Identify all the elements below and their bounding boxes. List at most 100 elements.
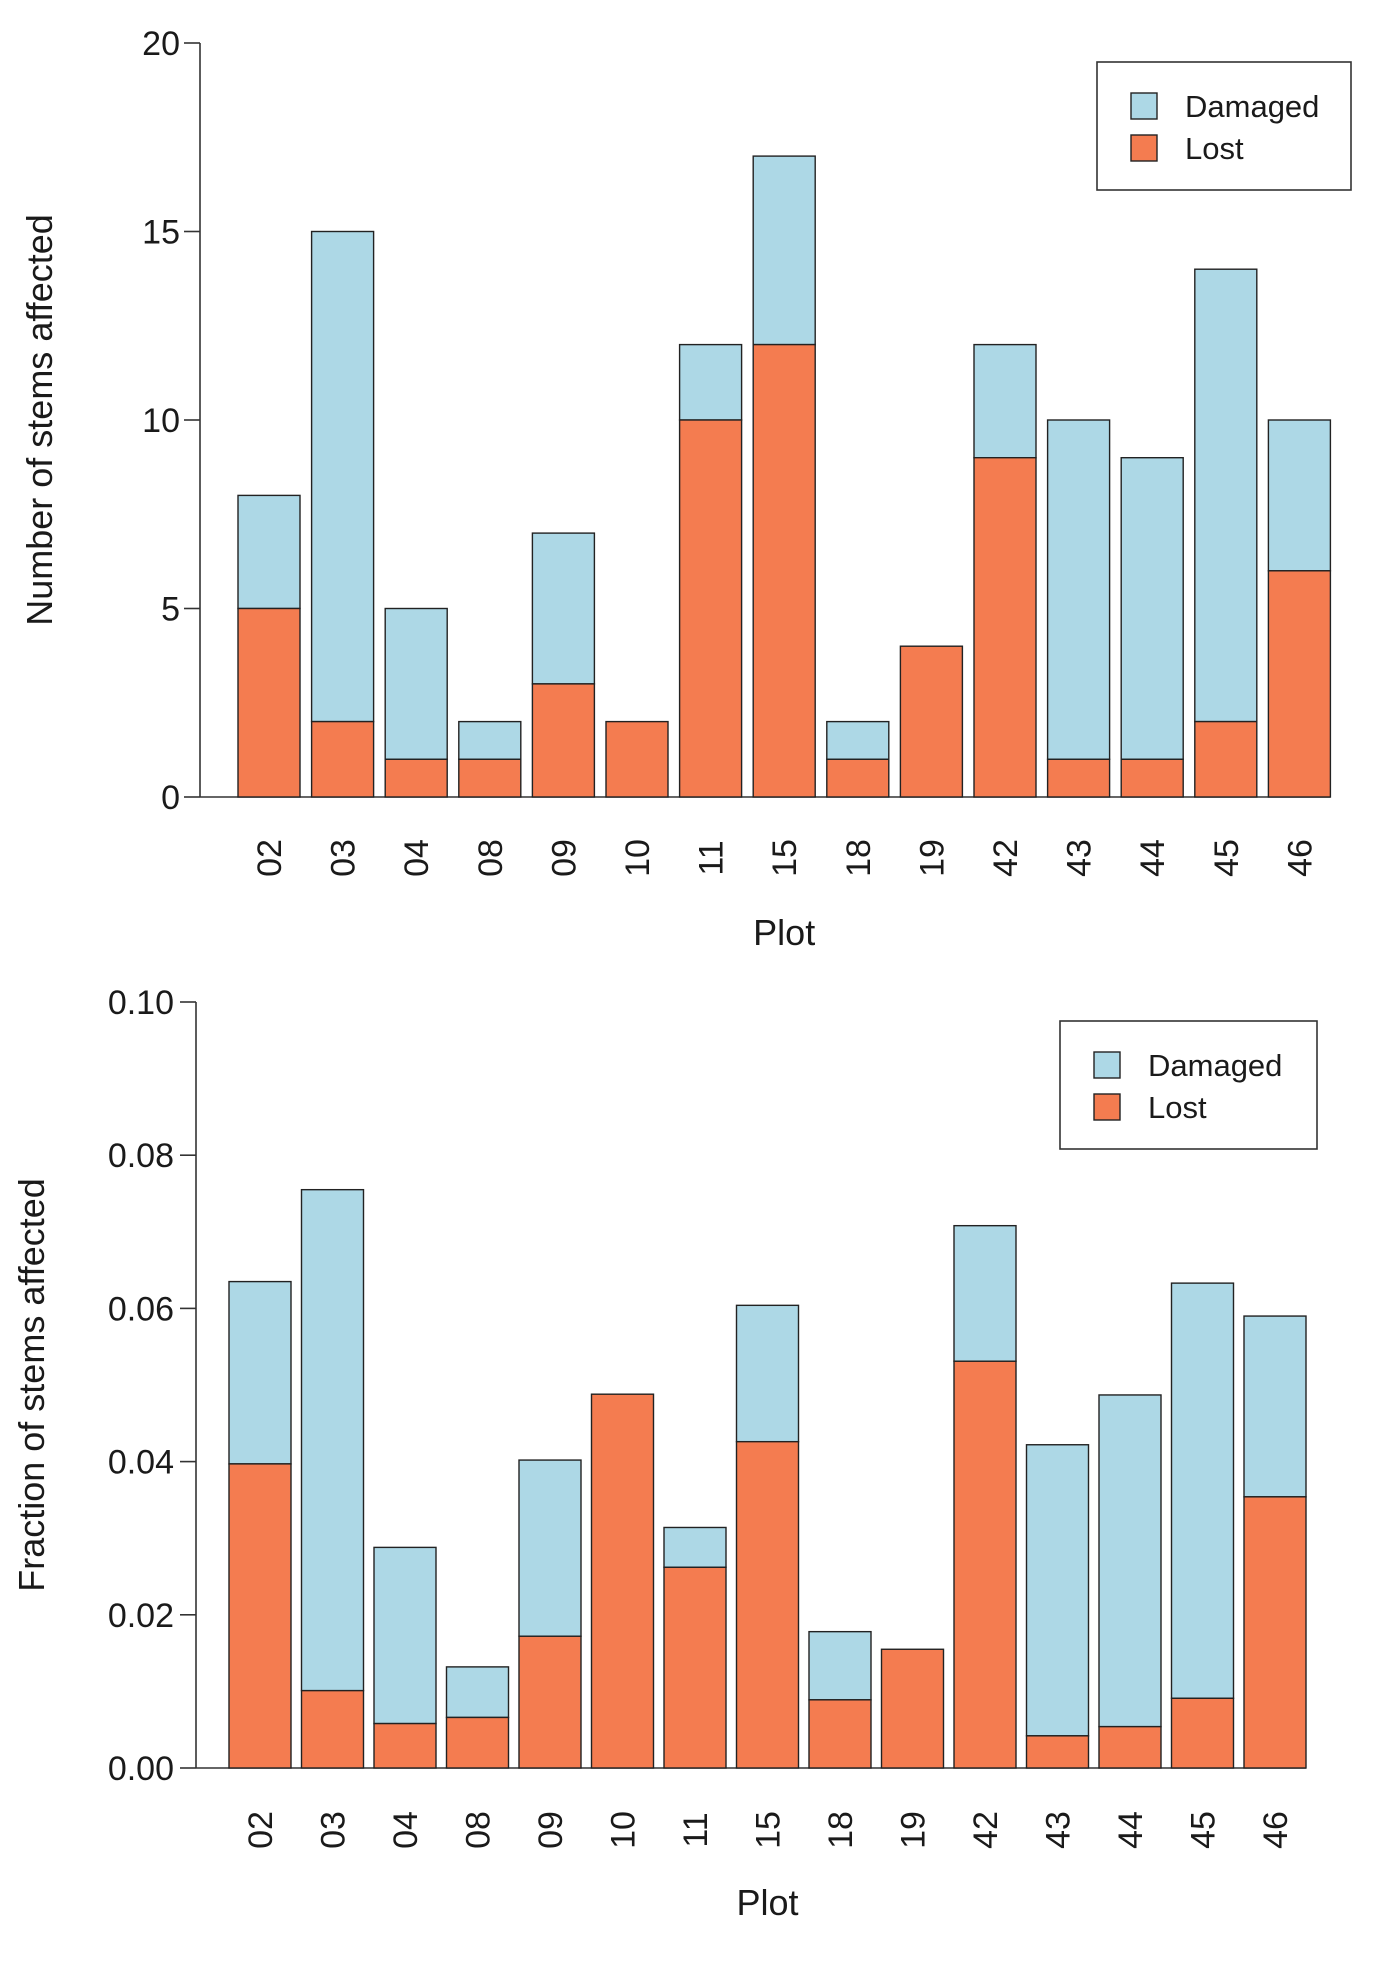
x-tick-label: 11 [693,840,731,875]
bar-lost-02 [237,607,301,798]
bar-lost-19 [899,645,964,798]
bar-damaged-15 [752,155,816,346]
x-tick-label: 10 [619,839,657,877]
x-tick-label: 19 [895,1811,933,1849]
legend-box [1096,61,1352,191]
x-tick-label: 42 [987,839,1025,877]
legend-box [1059,1020,1318,1150]
bar-damaged-18 [808,1630,872,1701]
legend-swatch-lost [1093,1093,1121,1121]
x-tick-label: 11 [677,1812,715,1847]
bar-lost-09 [518,1635,582,1769]
bar-damaged-42 [973,343,1037,459]
bar-lost-19 [880,1648,945,1769]
bar-lost-18 [826,758,890,798]
bar-lost-45 [1194,720,1258,798]
y-tick-label: 0.04 [108,1444,174,1482]
bar-lost-09 [531,683,596,798]
x-tick-label: 08 [472,839,510,877]
x-tick-label: 45 [1208,839,1246,877]
bar-damaged-44 [1120,457,1184,761]
bar-damaged-46 [1267,419,1332,572]
x-axis-title: Plot [753,912,815,953]
x-tick-label: 02 [251,839,289,877]
y-tick-label: 5 [161,591,180,629]
legend: Damaged Lost [1096,61,1352,191]
legend-label-damaged: Damaged [1148,1048,1282,1083]
x-tick-label: 15 [750,1811,788,1849]
bar-damaged-11 [678,343,743,421]
legend-swatch-lost [1130,134,1158,162]
bar-damaged-15 [735,1304,800,1443]
legend-label-lost: Lost [1185,131,1244,166]
bar-damaged-43 [1046,419,1111,760]
bar-lost-44 [1120,758,1184,798]
bar-lost-03 [300,1689,365,1769]
legend-label-damaged: Damaged [1185,89,1319,124]
y-axis-title: Number of stems affected [19,214,60,626]
x-tick-label: 44 [1112,1811,1150,1849]
x-tick-label: 08 [460,1811,498,1849]
bar-damaged-18 [826,720,890,760]
bar-lost-42 [973,457,1037,798]
legend-swatch-damaged [1130,92,1158,120]
bar-lost-04 [373,1722,437,1769]
bar-lost-46 [1243,1496,1307,1769]
bar-lost-43 [1025,1735,1090,1769]
x-tick-label: 04 [387,1811,425,1849]
bar-lost-10 [605,720,669,798]
bar-lost-03 [310,720,375,798]
x-tick-label: 15 [766,839,804,877]
x-tick-label: 03 [325,839,363,877]
bar-damaged-09 [531,532,596,685]
x-tick-label: 44 [1134,839,1172,877]
x-tick-label: 19 [913,839,951,877]
bar-lost-45 [1170,1697,1235,1769]
x-tick-label: 18 [822,1811,860,1849]
x-tick-label: 09 [545,839,583,877]
bar-damaged-45 [1170,1282,1235,1699]
chart-stem-count: 0 5 10 15 20 02 03 04 08 09 10 11 15 18 19 42 43 44 45 46 Pl… [19,25,1352,953]
bar-damaged-08 [445,1666,510,1719]
bar-damaged-42 [953,1224,1017,1362]
x-tick-label: 18 [840,839,878,877]
bar-lost-15 [752,343,816,798]
legend-swatch-damaged [1093,1051,1121,1079]
x-tick-label: 46 [1257,1811,1295,1849]
y-tick-label: 0.00 [108,1750,174,1788]
y-tick-label: 20 [142,25,180,63]
bar-damaged-43 [1025,1444,1090,1737]
bar-damaged-03 [310,230,375,723]
bar-lost-46 [1267,570,1332,798]
x-tick-label: 46 [1281,839,1319,877]
bar-lost-42 [953,1360,1017,1769]
x-tick-label: 03 [315,1811,353,1849]
bar-damaged-09 [518,1459,582,1637]
bar-lost-11 [678,419,743,798]
x-tick-label: 10 [605,1811,643,1849]
bar-damaged-08 [458,720,522,760]
bar-lost-10 [590,1393,655,1769]
x-axis-title: Plot [736,1882,798,1923]
bar-lost-43 [1046,758,1111,798]
x-tick-label: 42 [967,1811,1005,1849]
bar-lost-02 [228,1463,292,1769]
bar-damaged-03 [300,1188,365,1692]
x-tick-label: 43 [1040,1811,1078,1849]
bar-damaged-04 [373,1546,437,1725]
chart-stem-fraction: 0.00 0.02 0.04 0.06 0.08 0.10 02 03 04 08 09 10 11 15… [11,984,1318,1923]
y-tick-label: 0.02 [108,1597,174,1635]
bar-damaged-11 [663,1526,727,1569]
bar-damaged-02 [228,1280,292,1465]
bar-damaged-46 [1243,1315,1307,1498]
x-tick-label: 45 [1185,1811,1223,1849]
y-tick-label: 15 [142,214,180,252]
bar-damaged-04 [384,607,448,761]
x-tick-label: 09 [532,1811,570,1849]
bar-damaged-45 [1194,268,1258,723]
y-tick-label: 0 [161,779,180,817]
bar-lost-15 [735,1440,800,1769]
y-tick-label: 10 [142,402,180,440]
x-tick-label: 43 [1061,839,1099,877]
bar-damaged-02 [237,494,301,610]
